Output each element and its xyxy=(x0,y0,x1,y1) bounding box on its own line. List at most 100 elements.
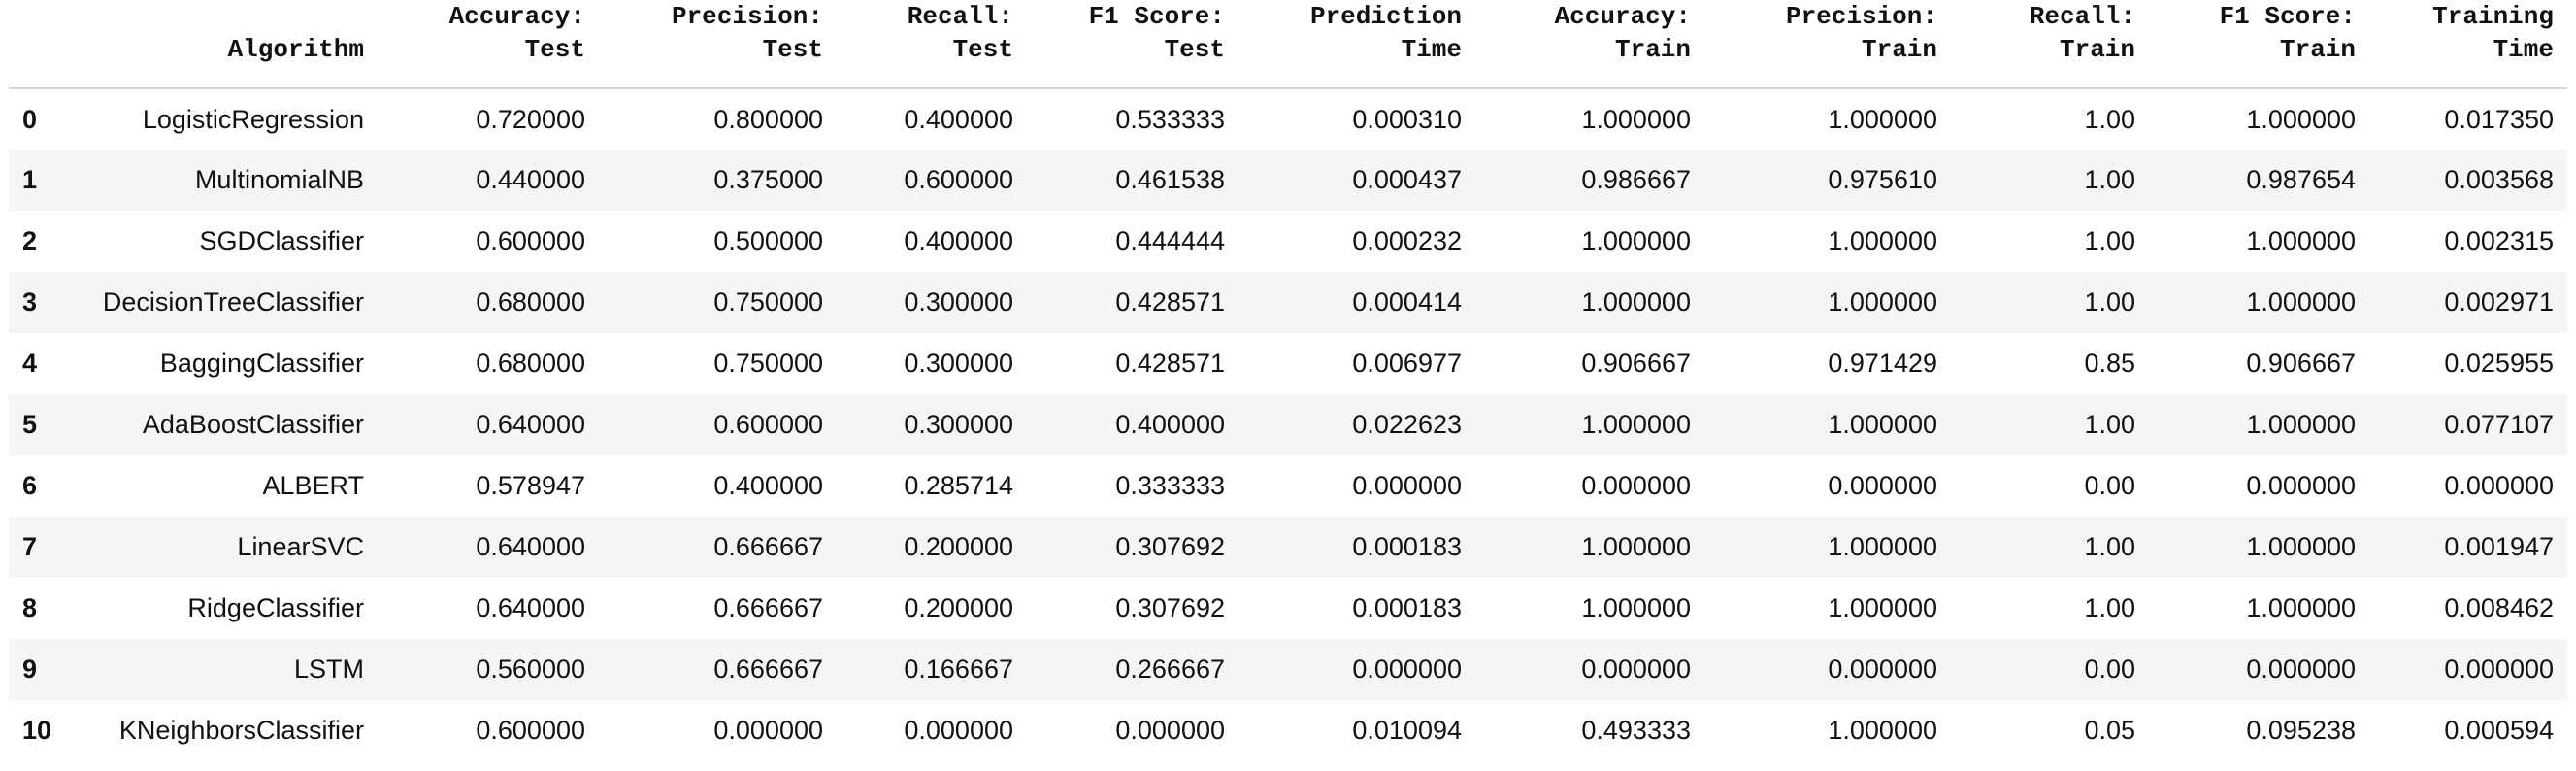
metric-cell-f1-score-test: 0.461538 xyxy=(1027,150,1238,211)
table-body: 0 LogisticRegression 0.720000 0.800000 0.400… xyxy=(9,88,2567,761)
row-index: 2 xyxy=(22,226,38,255)
algorithm-cell: MultinomialNB xyxy=(73,150,378,211)
metric-cell-accuracy-test: 0.578947 xyxy=(476,471,585,500)
metric-cell-f1-score-test: 0.428571 xyxy=(1027,272,1238,333)
metric-cell-f1-score-train: 0.987654 xyxy=(2149,150,2369,211)
algorithm-cell: KNeighborsClassifier xyxy=(118,716,364,745)
header-row: Algorithm Accuracy: Test Precision: Test Reca… xyxy=(9,0,2567,89)
metric-cell-accuracy-test: 0.600000 xyxy=(476,226,585,255)
column-header-line2: Algorithm xyxy=(227,35,364,64)
metric-cell-precision-train: 1.000000 xyxy=(1828,716,1937,745)
metric-cell-f1-score-train: 0.906667 xyxy=(2246,349,2356,378)
metric-cell-recall-train: 0.00 xyxy=(2084,471,2135,500)
metric-cell-precision-test: 0.500000 xyxy=(713,226,823,255)
column-header-line1: Accuracy: xyxy=(448,2,585,31)
metric-cell-prediction-time: 0.010094 xyxy=(1352,716,1462,745)
metric-cell-precision-test: 0.375000 xyxy=(599,150,837,211)
column-header-line1: Prediction xyxy=(1309,2,1462,31)
metric-cell-precision-train: 1.000000 xyxy=(1704,394,1951,455)
metric-cell-accuracy-train: 0.906667 xyxy=(1581,349,1691,378)
column-header-line2: Test xyxy=(952,35,1013,64)
metric-cell-training-time: 0.077107 xyxy=(2369,394,2567,455)
metric-cell-recall-train: 1.00 xyxy=(2084,104,2135,134)
algorithm-cell: AdaBoostClassifier xyxy=(73,394,378,455)
metric-cell-accuracy-test: 0.720000 xyxy=(476,104,585,134)
metric-cell-training-time: 0.002315 xyxy=(2444,226,2554,255)
metric-cell-accuracy-test: 0.600000 xyxy=(476,716,585,745)
metric-cell-recall-train: 0.05 xyxy=(2084,716,2135,745)
metric-cell-recall-test: 0.166667 xyxy=(837,639,1027,700)
algorithm-cell: BaggingClassifier xyxy=(159,349,364,378)
table-row: 0 LogisticRegression 0.720000 0.800000 0.400… xyxy=(9,88,2567,150)
metric-cell-precision-test: 0.600000 xyxy=(599,394,837,455)
algorithm-cell: LinearSVC xyxy=(73,517,378,578)
row-index: 9 xyxy=(9,639,73,700)
row-index: 8 xyxy=(22,593,38,622)
metric-cell-precision-train: 0.971429 xyxy=(1828,349,1937,378)
metric-cell-accuracy-train: 1.000000 xyxy=(1475,517,1704,578)
metric-cell-f1-score-train: 0.000000 xyxy=(2149,639,2369,700)
column-header-line2: Test xyxy=(762,35,823,64)
dataframe-output: Algorithm Accuracy: Test Precision: Test Reca… xyxy=(9,0,2567,761)
column-header-recall-test: Recall: Test xyxy=(837,0,1027,89)
table-header: Algorithm Accuracy: Test Precision: Test Reca… xyxy=(9,0,2567,89)
metric-cell-recall-test: 0.200000 xyxy=(837,517,1027,578)
table-row: 2 SGDClassifier 0.600000 0.500000 0.400000 0.… xyxy=(9,211,2567,272)
column-header-line1: Training xyxy=(2432,2,2554,31)
row-index: 3 xyxy=(9,272,73,333)
column-header-line2: Train xyxy=(1861,35,1937,64)
metric-cell-prediction-time: 0.000437 xyxy=(1238,150,1475,211)
metric-cell-accuracy-test: 0.560000 xyxy=(378,639,599,700)
column-header-accuracy-test: Accuracy: Test xyxy=(378,0,599,89)
metric-cell-training-time: 0.003568 xyxy=(2369,150,2567,211)
algorithm-cell: LSTM xyxy=(73,639,378,700)
metric-cell-precision-train: 0.975610 xyxy=(1704,150,1951,211)
metric-cell-accuracy-train: 0.493333 xyxy=(1581,716,1691,745)
metric-cell-f1-score-test: 0.428571 xyxy=(1115,349,1225,378)
column-header-line2: Train xyxy=(2059,35,2135,64)
metric-cell-f1-score-train: 1.000000 xyxy=(2149,394,2369,455)
row-index: 5 xyxy=(9,394,73,455)
column-header-precision-test: Precision: Test xyxy=(599,0,837,89)
metric-cell-precision-train: 0.000000 xyxy=(1704,639,1951,700)
column-header-line2: Test xyxy=(524,35,585,64)
column-header-f1-score-test: F1 Score: Test xyxy=(1027,0,1238,89)
metric-cell-f1-score-train: 1.000000 xyxy=(2246,226,2356,255)
metric-cell-recall-train: 0.85 xyxy=(2084,349,2135,378)
row-index: 1 xyxy=(9,150,73,211)
metric-cell-recall-test: 0.300000 xyxy=(837,394,1027,455)
table-row: 10 KNeighborsClassifier 0.600000 0.000000 0.… xyxy=(9,700,2567,761)
metric-cell-precision-test: 0.666667 xyxy=(599,639,837,700)
metric-cell-precision-test: 0.666667 xyxy=(599,517,837,578)
metric-cell-precision-train: 1.000000 xyxy=(1704,272,1951,333)
algorithm-cell: RidgeClassifier xyxy=(187,593,364,622)
metric-cell-f1-score-test: 0.307692 xyxy=(1115,593,1225,622)
metric-cell-training-time: 0.025955 xyxy=(2444,349,2554,378)
metric-cell-prediction-time: 0.006977 xyxy=(1352,349,1462,378)
metric-cell-prediction-time: 0.000414 xyxy=(1238,272,1475,333)
metric-cell-accuracy-train: 1.000000 xyxy=(1475,272,1704,333)
metric-cell-accuracy-train: 1.000000 xyxy=(1581,226,1691,255)
column-header-line1: Recall: xyxy=(2029,2,2135,31)
metric-cell-f1-score-test: 0.000000 xyxy=(1115,716,1225,745)
metric-cell-accuracy-test: 0.680000 xyxy=(378,272,599,333)
metric-cell-prediction-time: 0.000310 xyxy=(1352,104,1462,134)
table-row: 3 DecisionTreeClassifier 0.680000 0.750000 0… xyxy=(9,272,2567,333)
metric-cell-f1-score-train: 0.000000 xyxy=(2246,471,2356,500)
table-row: 1 MultinomialNB 0.440000 0.375000 0.600000 0.… xyxy=(9,150,2567,211)
metric-cell-recall-test: 0.200000 xyxy=(904,593,1013,622)
table-row: 5 AdaBoostClassifier 0.640000 0.600000 0.300… xyxy=(9,394,2567,455)
column-header-recall-train: Recall: Train xyxy=(1951,0,2149,89)
metric-cell-recall-train: 1.00 xyxy=(2084,226,2135,255)
column-header-precision-train: Precision: Train xyxy=(1704,0,1951,89)
metric-cell-precision-train: 1.000000 xyxy=(1704,517,1951,578)
metric-cell-recall-test: 0.400000 xyxy=(904,104,1013,134)
column-header-line1: Precision: xyxy=(1785,2,1937,31)
metric-cell-f1-score-train: 1.000000 xyxy=(2246,104,2356,134)
column-header-line2: Train xyxy=(1614,35,1691,64)
column-header-line2: Time xyxy=(1401,35,1462,64)
algorithm-cell: LogisticRegression xyxy=(142,104,364,134)
column-header-prediction-time: Prediction Time xyxy=(1238,0,1475,89)
column-header-line2: Test xyxy=(1164,35,1225,64)
metric-cell-f1-score-test: 0.533333 xyxy=(1115,104,1225,134)
